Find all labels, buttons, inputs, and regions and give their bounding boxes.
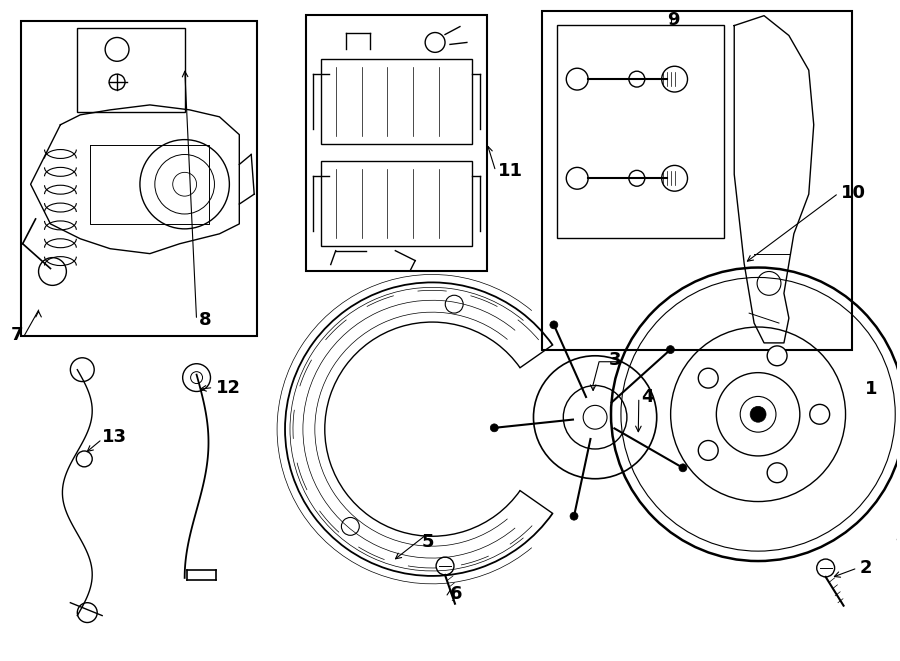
Circle shape xyxy=(698,368,718,388)
Text: 3: 3 xyxy=(609,351,622,369)
Bar xyxy=(320,161,472,246)
Text: 11: 11 xyxy=(498,163,523,180)
Circle shape xyxy=(679,464,687,472)
Text: 13: 13 xyxy=(103,428,127,446)
Text: 4: 4 xyxy=(641,389,653,407)
Text: 1: 1 xyxy=(866,381,878,399)
Text: 8: 8 xyxy=(199,311,212,329)
Circle shape xyxy=(750,407,766,422)
Circle shape xyxy=(810,405,830,424)
Bar xyxy=(21,20,257,336)
Bar xyxy=(306,15,487,270)
Text: 2: 2 xyxy=(860,559,872,577)
Circle shape xyxy=(570,512,578,520)
Circle shape xyxy=(767,463,788,483)
Bar xyxy=(77,28,184,112)
Bar xyxy=(320,59,472,143)
Circle shape xyxy=(550,321,558,329)
Circle shape xyxy=(667,346,674,354)
Text: 7: 7 xyxy=(11,326,23,344)
Text: 9: 9 xyxy=(667,11,680,28)
Bar xyxy=(557,24,725,238)
Circle shape xyxy=(698,440,718,460)
Text: 12: 12 xyxy=(215,379,240,397)
Text: 10: 10 xyxy=(841,184,866,202)
Circle shape xyxy=(767,346,788,366)
Text: 5: 5 xyxy=(422,533,435,551)
Text: 6: 6 xyxy=(450,585,463,603)
Bar xyxy=(543,11,852,350)
Circle shape xyxy=(491,424,499,432)
